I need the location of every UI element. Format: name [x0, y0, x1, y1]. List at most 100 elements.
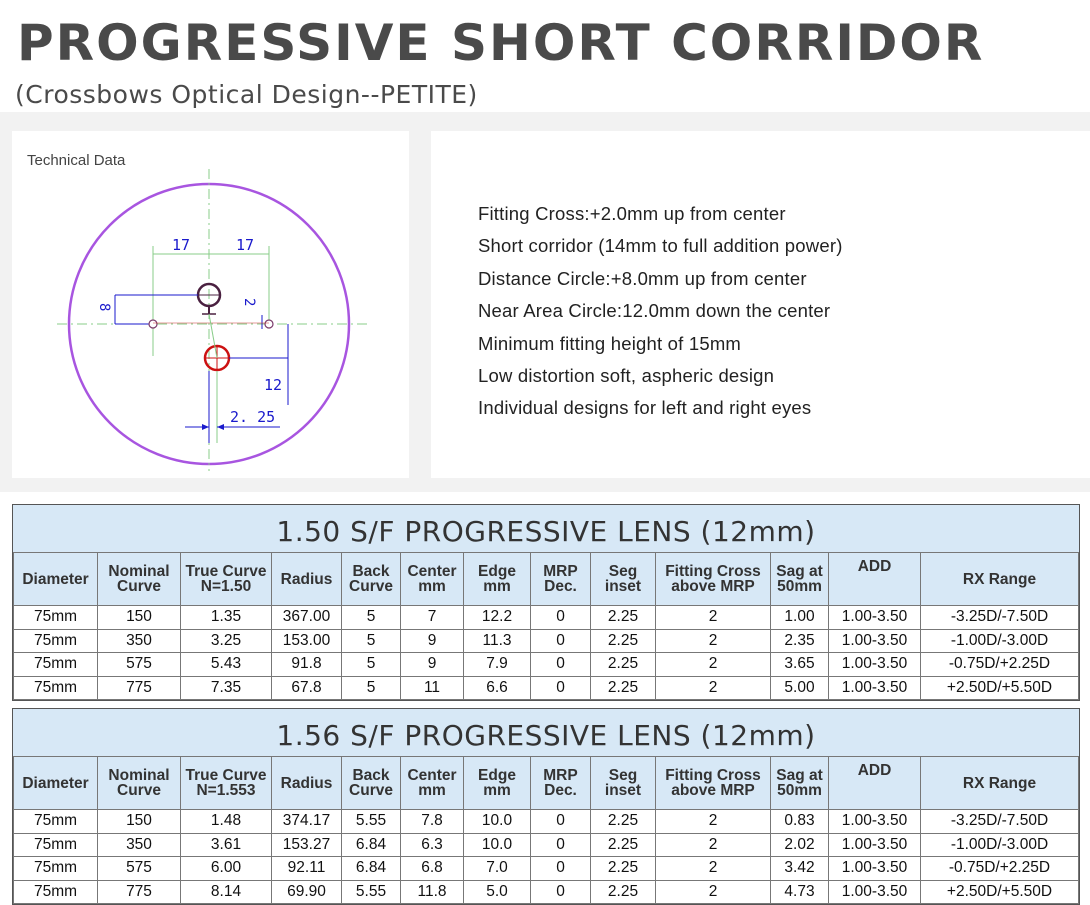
table-cell: 9: [400, 628, 464, 653]
table-row: 75mm 150 1.35 367.00 5 7 12.2 0 2.25 2 1.00 1.00-3.…: [13, 605, 1079, 630]
table-row: 75mm 350 3.25 153.00 5 9 11.3 0 2.25 2 2.35 1.00-3.…: [13, 628, 1079, 653]
column-header-line: Fitting Cross: [665, 767, 761, 784]
table-cell: 350: [97, 628, 181, 653]
table-cell: 75mm: [13, 605, 98, 630]
table-cell: 3.61: [180, 832, 272, 857]
column-header-line: Diameter: [22, 774, 89, 792]
column-header: Back Curve: [341, 552, 401, 606]
table-cell: 153.00: [271, 628, 342, 653]
table-cell: 75mm: [13, 628, 98, 653]
table-cell: 6.8: [400, 856, 464, 881]
table-cell: 69.90: [271, 879, 342, 904]
table-cell: 12.2: [463, 605, 531, 630]
spec-item: Distance Circle:+8.0mm up from center: [478, 267, 807, 289]
dim-left-17: 17: [172, 236, 190, 254]
column-header-line: Radius: [280, 774, 333, 792]
lens-data-table: Diameter Nominal Curve True Curve N=1.50 Radi…: [13, 552, 1079, 700]
table-cell: 2.02: [770, 832, 829, 857]
table-cell: 5.55: [341, 809, 401, 834]
column-header: RX Range: [920, 756, 1079, 810]
column-header-line: Edge: [478, 563, 516, 580]
table-cell: 2.35: [770, 628, 829, 653]
column-header-line: Seg: [608, 767, 638, 784]
column-header-line: RX Range: [962, 570, 1037, 588]
table-cell: 5: [341, 652, 401, 677]
table-row: 75mm 575 6.00 92.11 6.84 6.8 7.0 0 2.25 2 3.42 1.00…: [13, 856, 1079, 881]
table-cell: 10.0: [463, 809, 531, 834]
table-cell: 0: [530, 628, 591, 653]
column-header-line: Nominal: [108, 563, 170, 580]
table-cell: 11.3: [463, 628, 531, 653]
dim-12: 12: [264, 376, 282, 394]
column-header-line: mm: [483, 578, 511, 595]
column-header-line: Diameter: [22, 570, 89, 588]
spec-item: Fitting Cross:+2.0mm up from center: [478, 203, 786, 224]
table-cell: 575: [97, 856, 181, 881]
table-cell: 7.8: [400, 809, 464, 834]
table-cell: 75mm: [13, 809, 98, 834]
table-cell: 2.25: [590, 628, 656, 653]
column-header: Center mm: [400, 756, 464, 810]
table-cell: 75mm: [13, 856, 98, 881]
column-header-line: Curve: [349, 782, 393, 799]
column-header: Seg inset: [590, 756, 656, 810]
spec-list: Fitting Cross:+2.0mm up from center Shor…: [478, 201, 843, 428]
column-header-line: RX Range: [962, 774, 1037, 792]
table-cell: 5: [341, 605, 401, 630]
column-header-line: N=1.50: [200, 578, 252, 595]
column-header: Fitting Cross above MRP: [655, 552, 771, 606]
column-header: ADD: [828, 756, 921, 810]
column-header-line: Curve: [117, 578, 161, 595]
table-cell: +2.50D/+5.50D: [920, 879, 1079, 904]
dim-2-25: 2. 25: [230, 408, 275, 426]
table-cell: 2: [655, 628, 771, 653]
table-cell: 6.6: [463, 675, 531, 700]
column-header: Diameter: [13, 756, 98, 810]
spec-item: Near Area Circle:12.0mm down the center: [478, 300, 831, 322]
table-cell: 7.0: [463, 856, 531, 881]
column-header: Sag at 50mm: [770, 552, 829, 606]
table-cell: 0: [530, 605, 591, 630]
table-cell: 2.25: [590, 809, 656, 834]
table-cell: 0: [530, 675, 591, 700]
page-title: PROGRESSIVE SHORT CORRIDOR: [17, 14, 985, 72]
table-cell: 5.55: [341, 879, 401, 904]
table-row: 75mm 775 8.14 69.90 5.55 11.8 5.0 0 2.25 2 4.73 1.0…: [13, 879, 1079, 904]
column-header-line: Back: [352, 563, 390, 580]
table-cell: 1.48: [180, 809, 272, 834]
table-row: 75mm 150 1.48 374.17 5.55 7.8 10.0 0 2.25 2 0.83 1.…: [13, 809, 1079, 834]
table-cell: 91.8: [271, 652, 342, 677]
dim-right-17: 17: [236, 236, 254, 254]
table-row: 75mm 575 5.43 91.8 5 9 7.9 0 2.25 2 3.65 1.00-3.50-…: [13, 652, 1079, 677]
lens-table-1-56: 1.56 S/F PROGRESSIVE LENS (12mm) Diamete…: [12, 708, 1080, 905]
table-cell: 2.25: [590, 879, 656, 904]
column-header-line: 50mm: [777, 578, 822, 595]
table-cell: 0: [530, 832, 591, 857]
table-cell: 2: [655, 605, 771, 630]
table-cell: 1.00-3.50: [828, 879, 921, 904]
column-header-line: MRP: [543, 563, 578, 580]
table-cell: 153.27: [271, 832, 342, 857]
table-cell: 2.25: [590, 652, 656, 677]
column-header-line: Sag at: [776, 767, 823, 784]
spec-item: Minimum fitting height of 15mm: [478, 332, 742, 354]
table-cell: 2.25: [590, 675, 656, 700]
table-cell: 2.25: [590, 856, 656, 881]
table-cell: -3.25D/-7.50D: [920, 809, 1079, 834]
table-cell: 67.8: [271, 675, 342, 700]
dim-2: 2: [241, 298, 257, 306]
table-row: 75mm 775 7.35 67.8 5 11 6.6 0 2.25 2 5.00 1.00-3.50…: [13, 675, 1079, 700]
lens-data-table: Diameter Nominal Curve True Curve N=1.553 Rad…: [13, 756, 1079, 904]
column-header-line: Edge: [478, 767, 516, 784]
table-cell: 75mm: [13, 675, 98, 700]
column-header-line: MRP: [543, 767, 578, 784]
column-header: True Curve N=1.50: [180, 552, 272, 606]
column-header: Diameter: [13, 552, 98, 606]
table-cell: -3.25D/-7.50D: [920, 605, 1079, 630]
column-header: ADD: [828, 552, 921, 606]
table-title: 1.56 S/F PROGRESSIVE LENS (12mm): [276, 719, 816, 752]
table-cell: 3.42: [770, 856, 829, 881]
column-header-line: mm: [418, 578, 446, 595]
table-cell: 350: [97, 832, 181, 857]
column-header: Center mm: [400, 552, 464, 606]
